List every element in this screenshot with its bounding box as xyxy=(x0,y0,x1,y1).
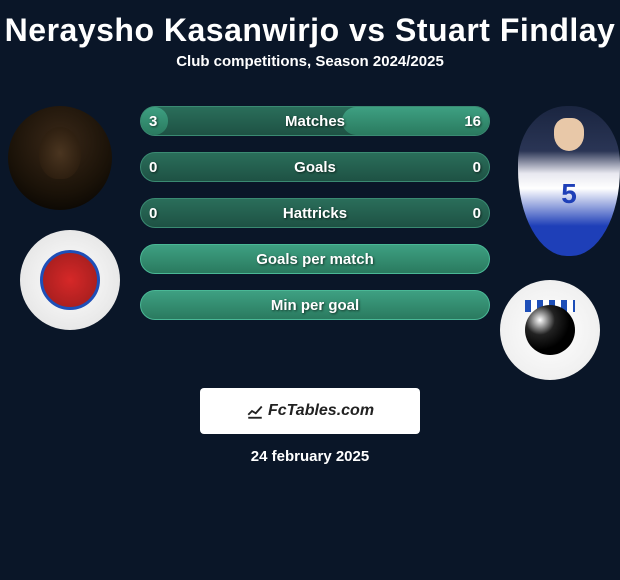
football-icon xyxy=(525,305,575,355)
date-label: 24 february 2025 xyxy=(0,448,620,465)
stat-row: 00Hattricks xyxy=(140,198,490,228)
club-left-badge xyxy=(20,230,120,330)
rangers-crest-icon xyxy=(40,250,100,310)
stat-row: Goals per match xyxy=(140,244,490,274)
comparison-panel: 316Matches 00Goals 00Hattricks Goals per ma… xyxy=(0,88,620,368)
stat-row: 00Goals xyxy=(140,152,490,182)
stat-label: Min per goal xyxy=(141,291,489,321)
brand-box: FcTables.com xyxy=(200,388,420,434)
stat-label: Goals xyxy=(141,153,489,183)
stat-bars: 316Matches 00Goals 00Hattricks Goals per ma… xyxy=(140,106,490,336)
page-title: Neraysho Kasanwirjo vs Stuart Findlay xyxy=(0,0,620,53)
chart-icon xyxy=(246,402,264,420)
stat-label: Matches xyxy=(141,107,489,137)
brand-text: FcTables.com xyxy=(268,402,374,420)
stat-label: Hattricks xyxy=(141,199,489,229)
stat-label: Goals per match xyxy=(141,245,489,275)
page-subtitle: Club competitions, Season 2024/2025 xyxy=(0,53,620,88)
stat-row: Min per goal xyxy=(140,290,490,320)
club-right-badge xyxy=(500,280,600,380)
stat-row: 316Matches xyxy=(140,106,490,136)
player-left-photo xyxy=(8,106,112,210)
player-right-photo xyxy=(518,106,620,256)
